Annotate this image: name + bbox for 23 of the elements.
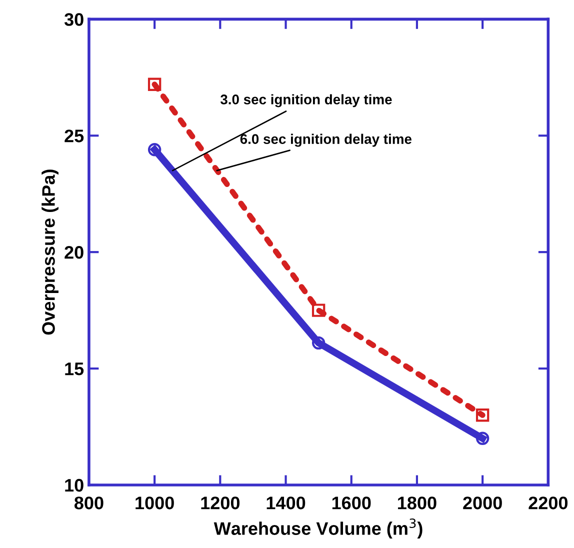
x-tick-label: 1200 [201, 496, 240, 510]
y-tick-label: 30 [64, 13, 84, 26]
x-tick-label: 1400 [266, 496, 306, 510]
point [312, 336, 326, 350]
annotation: 6.0 sec ignition delay time [240, 134, 412, 147]
y-tick-label: 10 [65, 478, 84, 492]
x-tick-label: 2000 [463, 496, 502, 510]
x-axis-title: Warehouse Volume (m$^{3}$) [214, 518, 422, 539]
x-tick-label: 1800 [398, 496, 436, 510]
point [476, 432, 490, 445]
x-tick-label: 800 [74, 496, 104, 510]
x-tick-label: 1600 [332, 496, 371, 510]
y-tick-label: 25 [64, 130, 84, 142]
x-tick-label: 2200 [528, 496, 568, 510]
x-tick-label: 1000 [136, 496, 174, 510]
point [312, 304, 326, 317]
point [476, 408, 490, 422]
y-axis-title: Overpressure (kPa) [42, 170, 58, 335]
point [148, 78, 162, 91]
y-tick-label: 20 [64, 246, 84, 259]
point [148, 143, 162, 156]
y-tick-label: 15 [65, 362, 84, 376]
annotation: 3.0 sec ignition delay time [220, 94, 392, 108]
